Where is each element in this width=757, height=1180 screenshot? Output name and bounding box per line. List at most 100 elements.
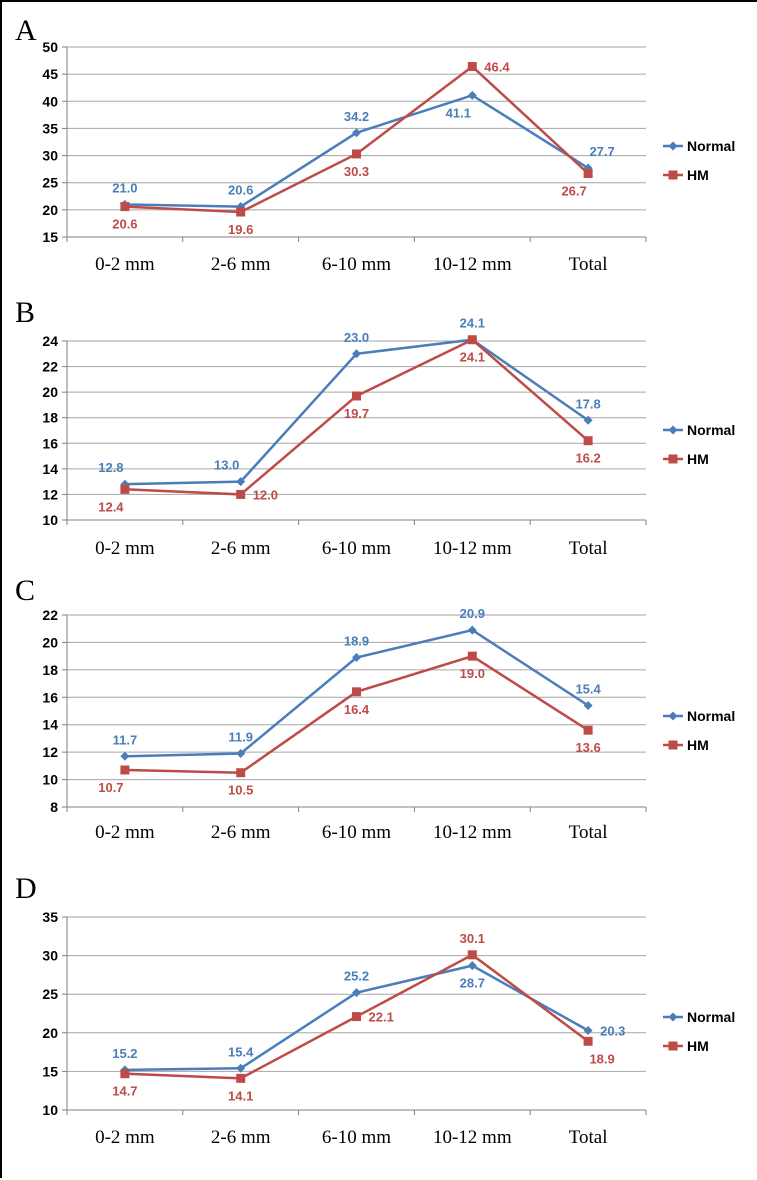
data-label-normal: 24.1 [460, 316, 485, 331]
y-tick-label: 20 [42, 384, 58, 400]
x-tick-label: 0-2 mm [95, 1127, 155, 1148]
data-point-hm [120, 202, 130, 212]
y-tick-label: 25 [42, 175, 58, 191]
data-label-normal: 15.2 [112, 1046, 137, 1061]
y-tick-label: 20 [42, 202, 58, 218]
data-point-hm [236, 1073, 246, 1083]
data-label-normal: 12.8 [98, 460, 123, 475]
data-point-hm [583, 436, 593, 446]
x-tick-label: 10-12 mm [433, 538, 512, 559]
data-label-hm: 10.7 [98, 780, 123, 795]
data-point-normal [467, 90, 477, 100]
legend-label-normal: Normal [687, 708, 735, 724]
data-point-normal [120, 751, 130, 761]
y-tick-label: 22 [42, 359, 58, 375]
data-point-normal [583, 415, 593, 425]
data-label-normal: 21.0 [112, 180, 137, 195]
data-point-normal [352, 349, 361, 359]
data-label-normal: 27.7 [589, 144, 614, 159]
x-tick-label: Total [569, 538, 608, 559]
data-point-hm [236, 207, 246, 217]
legend-label-normal: Normal [687, 422, 735, 438]
x-tick-label: 0-2 mm [95, 822, 155, 843]
y-tick-label: 40 [42, 93, 58, 109]
x-tick-label: 2-6 mm [211, 254, 271, 275]
data-point-normal [583, 701, 593, 711]
legend-marker-hm [668, 170, 678, 180]
x-tick-label: 6-10 mm [322, 822, 391, 843]
legend-marker-hm [668, 740, 678, 750]
data-point-hm [120, 1069, 130, 1079]
panel-letter-c: C [15, 574, 35, 607]
data-label-hm: 13.6 [575, 740, 600, 755]
data-point-hm [583, 1036, 593, 1046]
y-tick-label: 30 [42, 948, 58, 964]
data-point-normal [236, 749, 246, 759]
y-tick-label: 18 [42, 410, 58, 426]
data-label-normal: 11.7 [113, 732, 138, 747]
y-tick-label: 25 [42, 986, 58, 1002]
legend-label-hm: HM [687, 451, 709, 467]
y-tick-label: 14 [42, 461, 58, 477]
panel-letter-b: B [15, 296, 35, 329]
data-point-hm [352, 687, 361, 697]
data-point-hm [583, 168, 593, 178]
x-tick-label: 2-6 mm [211, 538, 271, 559]
data-label-hm: 12.4 [98, 499, 124, 514]
legend-label-hm: HM [687, 737, 709, 753]
data-point-normal [352, 653, 361, 663]
data-label-hm: 14.7 [112, 1084, 137, 1099]
y-tick-label: 24 [42, 333, 58, 349]
x-tick-label: 6-10 mm [322, 1127, 391, 1148]
x-tick-label: 10-12 mm [433, 254, 512, 275]
data-point-hm [467, 950, 477, 960]
data-label-hm: 30.1 [460, 931, 485, 946]
data-label-normal: 15.4 [228, 1044, 254, 1059]
y-tick-label: 20 [42, 634, 58, 650]
data-label-hm: 16.2 [575, 451, 600, 466]
y-tick-label: 14 [42, 717, 58, 733]
legend-label-hm: HM [687, 1038, 709, 1054]
data-label-normal: 20.9 [460, 606, 485, 621]
data-point-hm [467, 335, 477, 345]
data-point-normal [236, 1063, 246, 1073]
x-tick-label: Total [569, 822, 608, 843]
data-label-hm: 20.6 [112, 217, 137, 232]
data-point-hm [352, 1012, 361, 1022]
y-tick-label: 16 [42, 689, 58, 705]
data-label-normal: 28.7 [460, 976, 485, 991]
data-point-normal [236, 477, 246, 487]
legend-label-normal: Normal [687, 138, 735, 154]
y-tick-label: 10 [42, 512, 58, 528]
x-tick-label: 2-6 mm [211, 822, 271, 843]
x-tick-label: 0-2 mm [95, 254, 155, 275]
data-label-normal: 13.0 [214, 458, 239, 473]
panel-letter-a: A [15, 14, 37, 47]
data-label-hm: 22.1 [369, 1010, 394, 1025]
x-tick-label: 10-12 mm [433, 1127, 512, 1148]
y-tick-label: 16 [42, 435, 58, 451]
data-label-hm: 10.5 [228, 783, 253, 798]
legend-marker-normal [668, 425, 678, 435]
data-label-normal: 20.6 [228, 183, 253, 198]
y-tick-label: 8 [50, 799, 58, 815]
data-point-normal [352, 128, 361, 138]
data-label-normal: 41.1 [446, 105, 471, 120]
legend-marker-normal [668, 141, 678, 151]
data-point-normal [583, 1025, 593, 1035]
data-point-hm [352, 391, 361, 401]
data-label-normal: 23.0 [344, 330, 369, 345]
y-tick-label: 20 [42, 1025, 58, 1041]
data-label-normal: 20.3 [600, 1023, 625, 1038]
y-tick-label: 18 [42, 662, 58, 678]
y-tick-label: 50 [42, 39, 58, 55]
data-label-hm: 26.7 [561, 183, 586, 198]
legend-label-normal: Normal [687, 1009, 735, 1025]
y-tick-label: 10 [42, 1102, 58, 1118]
data-label-normal: 17.8 [575, 396, 600, 411]
y-tick-label: 15 [42, 229, 58, 245]
data-label-hm: 19.7 [344, 406, 369, 421]
y-tick-label: 35 [42, 120, 58, 136]
data-label-hm: 16.4 [344, 702, 370, 717]
